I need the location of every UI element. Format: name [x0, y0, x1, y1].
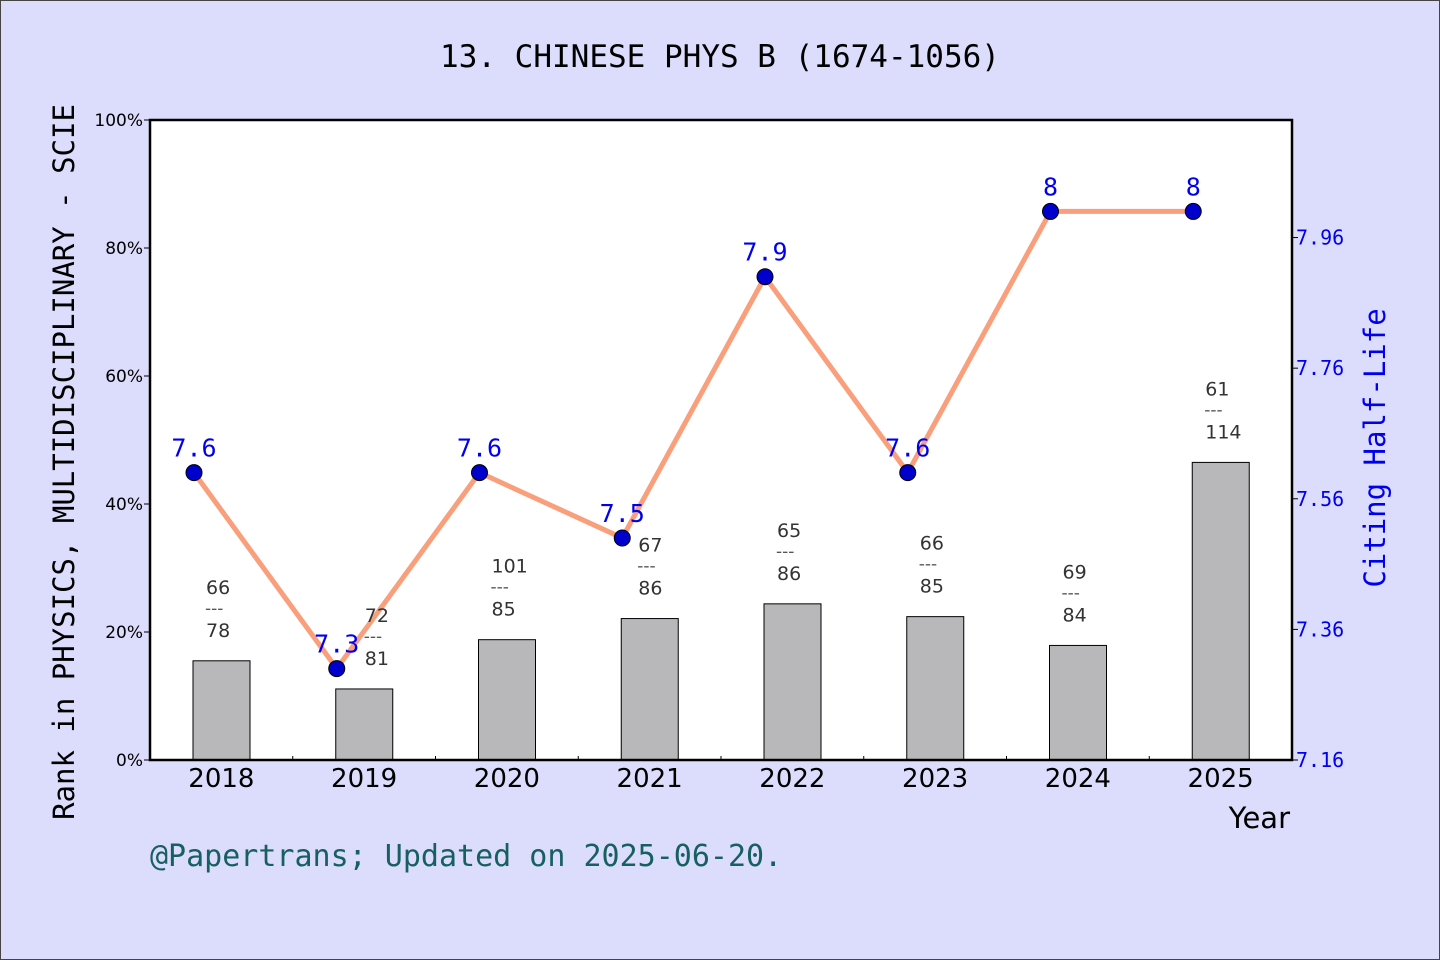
- half-life-value-label: 7.5: [600, 499, 645, 528]
- half-life-point-2024: [1042, 202, 1059, 220]
- y-left-tick-label: 0%: [116, 751, 143, 771]
- bar-2021: [620, 618, 679, 761]
- y-right-tick-label: 7.56: [1296, 487, 1344, 511]
- y-right-tick-label: 7.36: [1296, 617, 1344, 641]
- bar-2023: [906, 616, 965, 761]
- x-axis-label: Year: [1228, 801, 1290, 835]
- bar-label-group-2021: 67---86: [637, 535, 662, 600]
- x-tick-label-2025: 2025: [1188, 764, 1254, 794]
- bar-label-separator: ---: [1204, 400, 1222, 420]
- bar-label-separator: ---: [205, 599, 223, 619]
- bar-total-label: 78: [206, 620, 230, 642]
- half-life-value-label: 7.3: [314, 630, 359, 659]
- bar-label-group-2025: 61---114: [1204, 378, 1241, 443]
- half-life-point-2023: [899, 464, 917, 482]
- y-axis-left-label: Rank in PHYSICS, MULTIDISCIPLINARY - SCI…: [47, 104, 81, 820]
- y-right-tick-label: 7.76: [1296, 356, 1344, 380]
- bar-label-separator: ---: [637, 557, 655, 577]
- half-life-value-label: 8: [1186, 172, 1201, 201]
- bar-total-label: 114: [1205, 421, 1241, 443]
- x-tick-label-2018: 2018: [188, 764, 254, 794]
- bar-label-separator: ---: [776, 542, 794, 562]
- y-axis-right-label: Citing Half-Life: [1358, 308, 1392, 587]
- half-life-point-2018: [185, 464, 203, 482]
- x-tick-label-2020: 2020: [474, 764, 540, 794]
- bar-2018: [192, 660, 251, 761]
- bar-2020: [478, 639, 536, 761]
- bar-label-group-2023: 66---85: [919, 533, 944, 598]
- bar-label-separator: ---: [364, 627, 382, 647]
- x-tick-label-2024: 2024: [1045, 764, 1111, 794]
- bar-label-separator: ---: [491, 578, 509, 598]
- half-life-point-2020: [471, 464, 488, 482]
- bar-total-label: 86: [638, 578, 662, 600]
- y-right-tick-label: 7.16: [1296, 748, 1344, 772]
- bar-rank-label: 66: [206, 577, 230, 599]
- bar-total-label: 85: [920, 576, 944, 598]
- bar-rank-label: 69: [1063, 561, 1087, 583]
- half-life-point-2022: [756, 268, 774, 286]
- footer-credit: @Papertrans; Updated on 2025-06-20.: [150, 839, 782, 874]
- half-life-value-label: 8: [1043, 172, 1058, 201]
- bar-total-label: 84: [1063, 604, 1087, 626]
- plot-area: [150, 120, 1292, 760]
- y-left-tick-label: 40%: [105, 495, 143, 515]
- bar-total-label: 81: [365, 648, 389, 670]
- bar-label-group-2019: 72---81: [364, 605, 389, 670]
- y-right-tick-label: 7.96: [1296, 226, 1344, 250]
- bar-label-group-2024: 69---84: [1062, 561, 1087, 626]
- x-tick-label-2021: 2021: [617, 764, 683, 794]
- bar-rank-label: 66: [920, 533, 944, 555]
- bar-total-label: 86: [777, 563, 801, 585]
- x-tick-label-2022: 2022: [759, 764, 825, 794]
- chart-title: 13. CHINESE PHYS B (1674-1056): [440, 39, 1000, 75]
- bar-rank-label: 61: [1205, 378, 1229, 400]
- half-life-value-label: 7.6: [171, 434, 216, 463]
- y-left-tick-label: 80%: [105, 239, 143, 259]
- half-life-value-label: 7.9: [742, 238, 787, 267]
- y-left-tick-label: 20%: [105, 623, 143, 643]
- bar-label-separator: ---: [1062, 583, 1080, 603]
- bar-label-group-2022: 65---86: [776, 520, 801, 585]
- bar-2024: [1049, 644, 1107, 761]
- bar-rank-label: 72: [365, 605, 389, 627]
- bar-label-group-2018: 66---78: [205, 577, 230, 642]
- x-tick-label-2019: 2019: [331, 764, 397, 794]
- half-life-line: [191, 208, 1194, 673]
- bar-2019: [335, 688, 394, 761]
- bar-rank-label: 67: [638, 535, 662, 557]
- half-life-point-2019: [328, 660, 346, 678]
- bar-2025: [1191, 461, 1250, 761]
- y-left-tick-label: 100%: [94, 111, 143, 131]
- bar-rank-label: 101: [492, 556, 528, 578]
- half-life-value-label: 7.6: [457, 434, 502, 463]
- half-life-value-label: 7.6: [885, 434, 930, 463]
- bar-2022: [763, 603, 822, 761]
- half-life-point-2025: [1184, 202, 1202, 220]
- bar-label-group-2020: 101---85: [491, 556, 528, 621]
- x-tick-label-2023: 2023: [902, 764, 968, 794]
- half-life-point-2021: [613, 529, 631, 547]
- bar-total-label: 85: [492, 599, 516, 621]
- y-left-tick-label: 60%: [105, 367, 143, 387]
- bar-label-separator: ---: [919, 555, 937, 575]
- bar-rank-label: 65: [777, 520, 801, 542]
